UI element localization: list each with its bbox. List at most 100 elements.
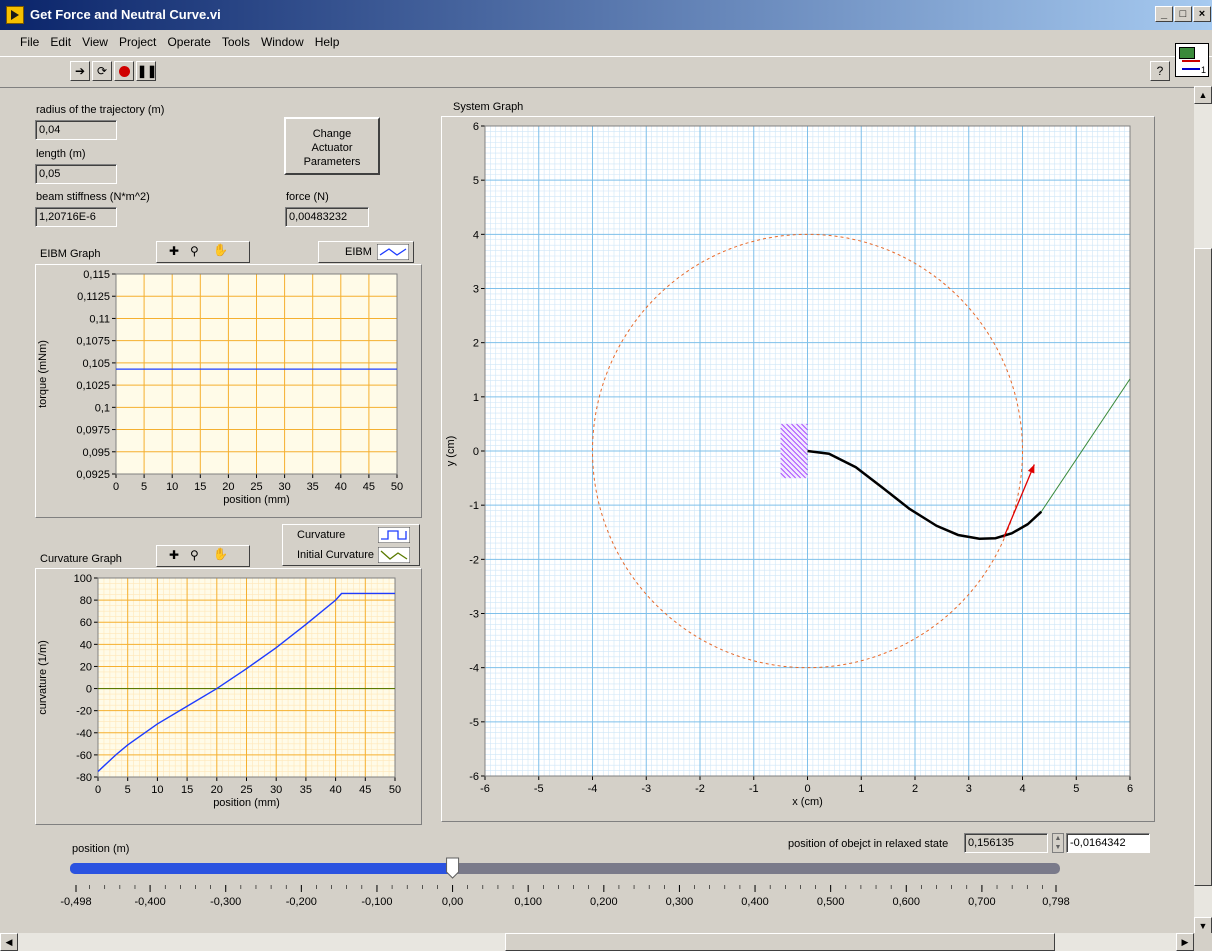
system-y-tick-label: -4 — [469, 663, 479, 675]
slider-tick-label: 0,400 — [741, 896, 769, 908]
run-arrow-icon[interactable]: ➔ — [70, 61, 90, 81]
slider-tick-label: 0,700 — [968, 896, 996, 908]
context-help-button[interactable]: ? — [1150, 61, 1170, 81]
curvature-zoom-tool-icon[interactable]: ⚲ — [190, 548, 199, 562]
curvature-y-tick-label: 20 — [80, 661, 92, 673]
menu-edit[interactable]: Edit — [50, 35, 72, 49]
vi-icon-number: 1 — [1200, 65, 1206, 75]
eibm-x-tick-label: 50 — [391, 481, 403, 493]
slider-tick-label: 0,200 — [590, 896, 618, 908]
system-x-tick-label: -3 — [641, 783, 651, 795]
slider-tick-label: 0,600 — [893, 896, 921, 908]
relaxed-y-control[interactable]: -0,0164342 — [1066, 833, 1150, 853]
system-y-tick-label: 3 — [473, 284, 479, 296]
clamp-hatch-line — [801, 423, 808, 431]
clamp-hatch-line — [796, 423, 808, 436]
minimize-button[interactable]: _ — [1155, 6, 1173, 22]
menu-help[interactable]: Help — [314, 35, 340, 49]
clamp-hatch-line — [780, 427, 808, 456]
initial-curvature-legend-swatch — [378, 547, 410, 563]
curvature-y-tick-label: -60 — [76, 750, 92, 762]
curvature-cursor-tool-icon[interactable]: ✚ — [169, 548, 180, 562]
change-button-line1: Change — [312, 128, 352, 140]
system-x-tick-label: 4 — [1019, 783, 1025, 795]
menu-view[interactable]: View — [82, 35, 108, 49]
curvature-graph-title: Curvature Graph — [40, 553, 122, 565]
eibm-cursor-tool-icon[interactable]: ✚ — [169, 244, 180, 258]
relaxed-stepper-icon[interactable]: ▲ ▼ — [1052, 833, 1064, 853]
curvature-x-tick-label: 25 — [240, 784, 252, 796]
clamp-hatch-line — [780, 437, 808, 466]
eibm-y-tick-label: 0,1 — [95, 402, 110, 414]
eibm-x-tick-label: 30 — [278, 481, 290, 493]
system-x-tick-label: -2 — [695, 783, 705, 795]
system-x-tick-label: 2 — [912, 783, 918, 795]
eibm-x-tick-label: 45 — [363, 481, 375, 493]
curvature-pan-tool-icon[interactable]: ✋ — [213, 547, 228, 561]
run-continuous-icon[interactable]: ⟳ — [92, 61, 112, 81]
eibm-plot-border — [115, 273, 398, 475]
system-graph-title: System Graph — [453, 101, 524, 113]
eibm-y-tick-label: 0,115 — [83, 269, 110, 281]
system-y-tick-label: 6 — [473, 121, 479, 133]
curvature-y-tick-label: 100 — [74, 573, 92, 585]
eibm-x-tick-label: 40 — [335, 481, 347, 493]
position-slider[interactable]: -0,498 -0,400 -0,300 -0,200 -0,100 0,00 0,100 0… — [40, 855, 1100, 920]
relaxed-x-indicator: 0,156135 — [964, 833, 1048, 853]
curvature-x-tick-label: 0 — [95, 784, 101, 796]
menu-tools[interactable]: Tools — [221, 35, 250, 49]
position-slider-label: position (m) — [72, 843, 130, 855]
scroll-left-icon[interactable]: ◀ — [0, 933, 18, 951]
force-indicator: 0,00483232 — [285, 207, 369, 227]
eibm-y-tick-label: 0,0975 — [76, 425, 110, 437]
horizontal-scrollbar[interactable]: ◀ ▶ — [0, 933, 1194, 951]
horizontal-scroll-thumb[interactable] — [505, 933, 1055, 951]
curvature-x-tick-label: 20 — [211, 784, 223, 796]
pause-icon[interactable]: ❚❚ — [136, 61, 157, 81]
system-x-tick-label: 0 — [804, 783, 810, 795]
force-label: force (N) — [286, 191, 329, 203]
initial-curvature-legend-label: Initial Curvature — [297, 549, 375, 561]
vertical-scroll-thumb[interactable] — [1194, 248, 1212, 886]
menu-project[interactable]: Project — [119, 35, 157, 49]
eibm-pan-tool-icon[interactable]: ✋ — [213, 243, 228, 257]
menu-operate[interactable]: Operate — [167, 35, 211, 49]
curvature-plot-legend[interactable]: Curvature Initial Curvature — [282, 524, 420, 566]
eibm-graph[interactable]: 0 5 10 15 20 25 30 35 40 45 50 0,115 0,1125 0,11 0,107… — [36, 265, 419, 515]
menu-bar: File Edit View Project Operate Tools Win… — [0, 33, 1212, 53]
slider-fill — [70, 863, 453, 874]
slider-tick-label: 0,300 — [666, 896, 694, 908]
change-actuator-parameters-button[interactable]: Change Actuator Parameters — [284, 117, 380, 175]
vertical-scrollbar[interactable]: ▲ ▼ — [1194, 86, 1212, 935]
system-x-tick-label: 5 — [1073, 783, 1079, 795]
scroll-up-icon[interactable]: ▲ — [1194, 86, 1212, 104]
resize-grip-icon[interactable] — [1194, 933, 1212, 951]
curvature-y-tick-label: 0 — [86, 684, 92, 696]
slider-tick-label: 0,00 — [442, 896, 463, 908]
system-y-tick-label: 5 — [473, 175, 479, 187]
menu-file[interactable]: File — [20, 35, 40, 49]
curvature-y-tick-label: -80 — [76, 772, 92, 784]
curvature-x-tick-label: 10 — [151, 784, 163, 796]
system-graph[interactable]: -6 -5 -4 -3 -2 -1 0 1 2 3 4 5 6 6 5 4 3 2 1 0 -1 -2 -3 -4 -5 -6 x … — [442, 117, 1152, 819]
trajectory-circle — [592, 233, 1023, 669]
radius-indicator: 0,04 — [35, 120, 117, 140]
abort-icon[interactable] — [114, 61, 134, 81]
eibm-plot-legend[interactable]: EIBM — [318, 241, 414, 263]
vi-connector-icon: 1 — [1175, 43, 1209, 77]
curvature-legend-swatch — [378, 527, 410, 543]
change-button-line2: Actuator — [311, 142, 353, 154]
eibm-x-tick-label: 0 — [113, 481, 119, 493]
window-title: Get Force and Neutral Curve.vi — [30, 7, 221, 22]
system-y-axis-label: y (cm) — [445, 436, 457, 467]
relaxed-state-label: position of obejct in relaxed state — [788, 838, 949, 850]
menu-window[interactable]: Window — [260, 35, 304, 49]
eibm-y-tick-label: 0,105 — [82, 358, 110, 370]
curvature-graph[interactable]: 0 5 10 15 20 25 30 35 40 45 50 100 80 60 40 20 0 -20 -40 -6… — [36, 569, 419, 822]
scroll-right-icon[interactable]: ▶ — [1176, 933, 1194, 951]
close-button[interactable]: × — [1193, 6, 1211, 22]
eibm-zoom-tool-icon[interactable]: ⚲ — [190, 244, 199, 258]
maximize-button[interactable]: □ — [1174, 6, 1192, 22]
system-x-tick-label: 3 — [966, 783, 972, 795]
curvature-y-tick-label: -40 — [76, 728, 92, 740]
